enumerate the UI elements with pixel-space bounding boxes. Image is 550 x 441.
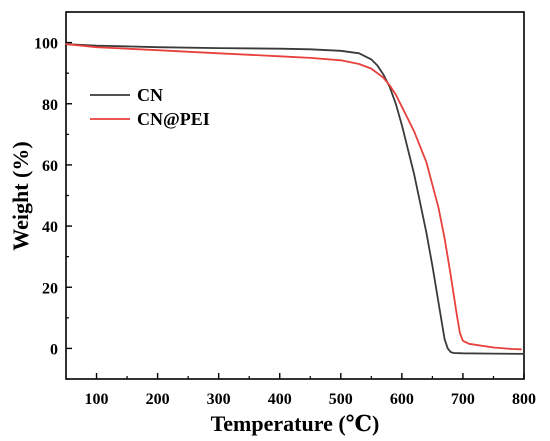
legend-label: CN@PEI: [137, 109, 210, 129]
y-tick-label: 60: [42, 158, 58, 175]
x-tick-label: 100: [85, 391, 109, 408]
tick-labels: 100 200 300 400 500 600 700 800 0 20 40 60 80 100: [34, 36, 536, 408]
x-axis-title: Temperature (℃): [211, 411, 380, 436]
x-tick-label: 800: [512, 391, 536, 408]
plot-frame: [65, 11, 525, 380]
legend: CN CN@PEI: [90, 85, 210, 129]
x-tick-label: 600: [390, 391, 414, 408]
y-tick-label: 0: [50, 341, 58, 358]
series-lines: [65, 43, 525, 355]
legend-label: CN: [137, 85, 163, 105]
axis-ticks: [66, 11, 525, 380]
y-axis-title: Weight (%): [8, 141, 33, 250]
y-tick-label: 80: [42, 97, 58, 114]
x-tick-label: 200: [146, 391, 170, 408]
y-tick-label: 100: [34, 36, 58, 53]
series-line-cn: [65, 43, 525, 355]
series-line-cn-pei: [65, 43, 522, 351]
x-tick-label: 500: [329, 391, 353, 408]
y-tick-label: 20: [42, 280, 58, 297]
x-tick-label: 300: [207, 391, 231, 408]
x-tick-label: 400: [268, 391, 292, 408]
y-tick-label: 40: [42, 219, 58, 236]
x-tick-label: 700: [451, 391, 475, 408]
